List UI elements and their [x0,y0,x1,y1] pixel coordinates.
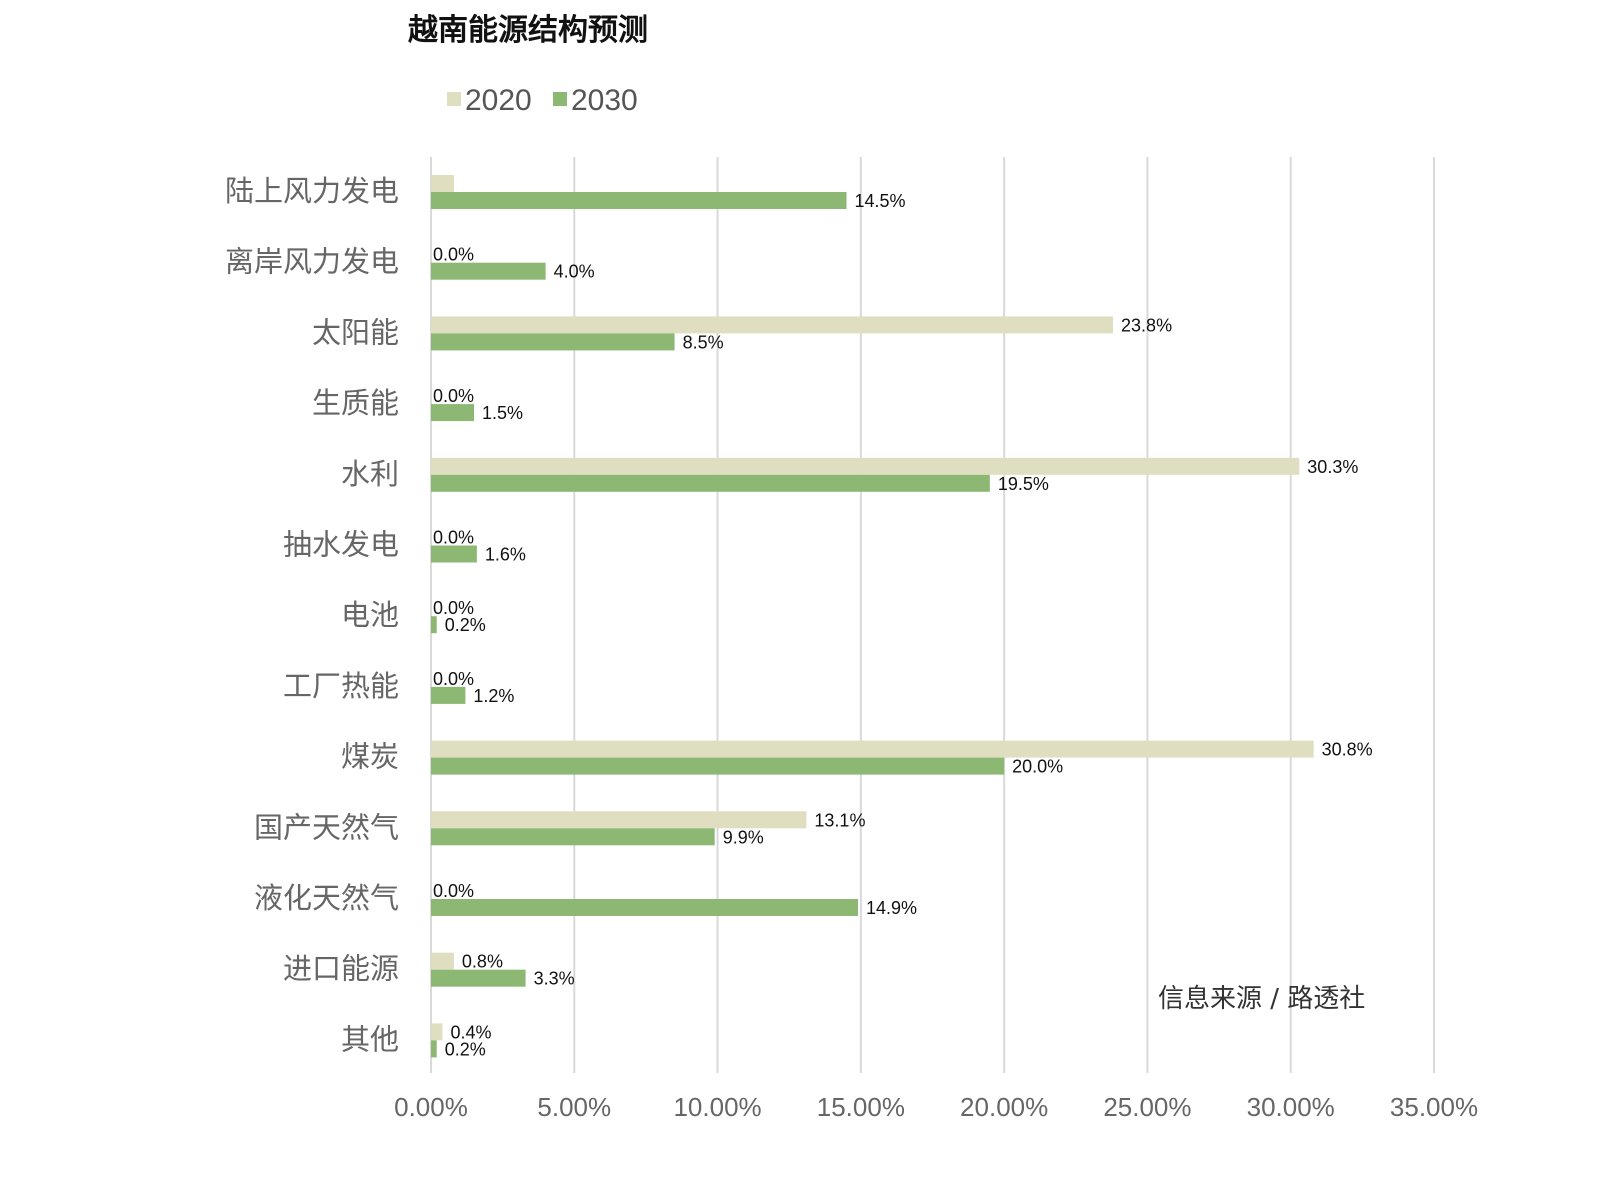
x-tick-label: 35.00% [1390,1092,1478,1122]
x-tick-label: 20.00% [960,1092,1048,1122]
data-label-2020: 0.8% [462,952,503,972]
data-label-2020: 0.0% [433,881,474,901]
bar-2020 [431,740,1314,758]
data-label-2020: 0.0% [433,669,474,689]
data-label-2020: 30.3% [1307,457,1358,477]
data-label-2030: 4.0% [554,262,595,282]
category-label: 陆上风力发电 [225,174,399,208]
bar-2030 [431,828,715,846]
data-label-2020: 13.1% [814,810,865,830]
x-tick-label: 15.00% [817,1092,905,1122]
category-labels: 陆上风力发电离岸风力发电太阳能生质能水利抽水发电电池工厂热能煤炭国产天然气液化天… [225,174,399,1056]
data-labels: 14.5% 0.0% 4.0% 23.8% 8.5% 0.0% 1.5% 30.3% 19.5%… [433,191,1373,1059]
data-label-2030: 1.5% [482,403,523,423]
category-label: 工厂热能 [283,669,399,703]
bar-2030 [431,899,858,916]
x-tick-label: 0.00% [394,1092,468,1122]
chart-title: 越南能源结构预测 [408,13,648,48]
legend: 2020 2030 [447,84,638,117]
category-label: 进口能源 [283,952,399,986]
bar-2030 [431,1040,437,1058]
data-label-2020: 30.8% [1322,740,1373,760]
legend-swatch-2030 [553,92,567,106]
data-label-2030: 1.6% [485,545,526,565]
bar-2030 [431,192,847,209]
data-label-2020: 23.8% [1121,315,1172,335]
category-label: 生质能 [312,386,399,420]
legend-label-2030: 2030 [571,84,638,117]
x-tick-label: 30.00% [1247,1092,1335,1122]
bar-2020 [431,457,1300,475]
x-tick-labels: 0.00% 5.00% 10.00% 15.00% 20.00% 25.00% 30.00%… [394,1092,1478,1122]
bar-2030 [431,969,526,987]
data-label-2030: 0.2% [445,1039,486,1059]
category-label: 液化天然气 [254,881,399,915]
x-tick-label: 25.00% [1103,1092,1191,1122]
data-label-2030: 20.0% [1012,757,1063,777]
data-label-2020: 0.4% [450,1022,491,1042]
data-label-2020: 0.0% [433,528,474,548]
legend-swatch-2020 [447,92,461,106]
category-label: 太阳能 [312,315,399,349]
category-label: 煤炭 [341,740,399,774]
data-label-2030: 8.5% [683,332,724,352]
data-label-2030: 19.5% [998,474,1049,494]
data-label-2030: 14.5% [855,191,906,211]
bar-2020 [431,952,454,970]
bar-2020 [431,811,807,829]
category-label: 抽水发电 [283,528,399,562]
category-label: 水利 [341,457,399,491]
source-note: 信息来源 / 路透社 [1158,984,1365,1014]
x-tick-label: 5.00% [537,1092,611,1122]
bar-2020 [431,175,454,192]
bar-2030 [431,404,474,422]
bar-2030 [431,616,437,634]
bar-2020 [431,316,1114,334]
category-label: 电池 [341,598,399,632]
bars [431,175,1314,1058]
bar-2030 [431,333,675,351]
x-tick-label: 10.00% [673,1092,761,1122]
bar-2030 [431,545,477,563]
data-label-2020: 0.0% [433,245,474,265]
data-label-2030: 3.3% [534,969,575,989]
data-label-2030: 0.2% [445,615,486,635]
category-label: 离岸风力发电 [225,245,399,279]
category-label: 国产天然气 [254,810,399,844]
data-label-2030: 14.9% [866,898,917,918]
data-label-2030: 1.2% [473,686,514,706]
data-label-2020: 0.0% [433,386,474,406]
data-label-2020: 0.0% [433,598,474,618]
bar-2030 [431,474,990,492]
legend-label-2020: 2020 [465,84,532,117]
gridlines [430,157,1435,1073]
bar-2030 [431,686,466,704]
category-label: 其他 [341,1022,399,1056]
bar-2020 [431,1023,443,1041]
data-label-2030: 9.9% [723,827,764,847]
bar-2030 [431,757,1005,775]
bar-2030 [431,262,546,280]
